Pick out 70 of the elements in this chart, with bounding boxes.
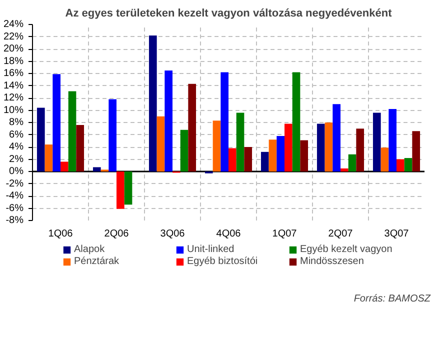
y-tick-label: 24% bbox=[3, 19, 24, 30]
bar bbox=[356, 128, 364, 172]
legend-label: Alapok bbox=[74, 244, 106, 255]
bar bbox=[268, 140, 277, 172]
y-tick-label: 18% bbox=[3, 56, 24, 67]
x-tick-label: 3Q07 bbox=[384, 228, 410, 240]
bar bbox=[372, 112, 381, 172]
bar bbox=[244, 147, 252, 172]
x-tick-label: 1Q06 bbox=[48, 228, 74, 240]
bar bbox=[36, 108, 45, 172]
y-tick-label: 2% bbox=[9, 154, 24, 165]
bar bbox=[44, 144, 53, 172]
y-tick-label: -4% bbox=[6, 190, 24, 202]
bar bbox=[108, 99, 116, 172]
bar bbox=[156, 116, 165, 172]
bar bbox=[388, 109, 396, 172]
y-tick-label: 4% bbox=[9, 142, 24, 152]
bar bbox=[412, 131, 420, 172]
bar bbox=[212, 120, 221, 172]
x-tick-label: 1Q07 bbox=[272, 228, 298, 240]
bar bbox=[148, 36, 157, 172]
text: Forrás: BAMOSZ bbox=[354, 294, 432, 304]
bar bbox=[228, 148, 236, 172]
x-tick-label: 4Q06 bbox=[216, 228, 242, 240]
bar bbox=[332, 104, 340, 172]
bar bbox=[124, 172, 132, 205]
y-tick-label: 12% bbox=[3, 92, 24, 104]
bar bbox=[116, 172, 124, 209]
y-tick-label: -8% bbox=[6, 215, 24, 226]
legend-label: Egyéb biztosítói bbox=[187, 256, 259, 267]
y-tick-label: -2% bbox=[6, 178, 24, 190]
y-tick-label: 6% bbox=[9, 129, 24, 140]
bar bbox=[76, 124, 84, 172]
y-tick-label: 20% bbox=[3, 44, 24, 54]
x-tick-label: 2Q06 bbox=[104, 228, 130, 240]
legend-label: Pénztárak bbox=[74, 256, 120, 267]
legend-label: Egyéb kezelt vagyon bbox=[300, 244, 394, 255]
y-tick-label: 8% bbox=[9, 117, 24, 128]
bar bbox=[188, 84, 196, 172]
bar bbox=[380, 148, 389, 172]
y-tick-label: 16% bbox=[3, 68, 24, 79]
bar bbox=[300, 140, 308, 172]
bar bbox=[60, 162, 68, 172]
bar bbox=[292, 72, 300, 172]
bar bbox=[396, 159, 404, 172]
bar bbox=[260, 152, 269, 172]
bar bbox=[276, 136, 284, 172]
bar bbox=[316, 124, 325, 172]
x-tick-label: 3Q06 bbox=[160, 228, 186, 240]
bar bbox=[348, 154, 356, 172]
bar bbox=[236, 112, 244, 172]
y-tick-label: 10% bbox=[3, 104, 24, 116]
bar bbox=[340, 168, 348, 172]
chart-title: Az egyes területeken kezelt vagyon változása negyedévenként bbox=[65, 8, 392, 20]
bar bbox=[404, 158, 412, 172]
y-tick-label: 14% bbox=[3, 80, 24, 92]
y-tick-label: 22% bbox=[3, 31, 24, 42]
legend-label: Mindösszesen bbox=[300, 256, 365, 267]
legend-label: Unit-linked bbox=[187, 244, 236, 255]
bar bbox=[68, 91, 76, 172]
x-tick-label: 2Q07 bbox=[328, 228, 354, 240]
bar bbox=[220, 72, 228, 172]
bar bbox=[180, 130, 188, 172]
bar bbox=[164, 70, 172, 172]
bar bbox=[284, 124, 292, 172]
bar bbox=[324, 122, 333, 172]
bar bbox=[92, 167, 101, 172]
y-tick-label: 0% bbox=[9, 166, 24, 177]
y-tick-label: -6% bbox=[6, 202, 24, 214]
bar bbox=[52, 74, 60, 172]
